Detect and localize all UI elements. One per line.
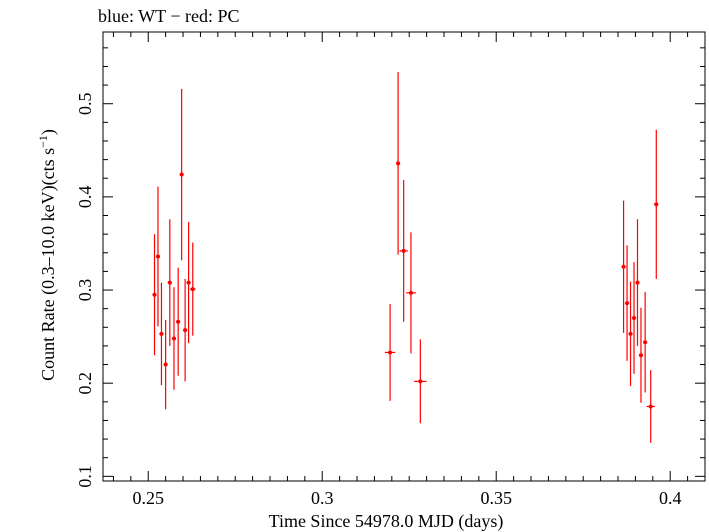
point-marker bbox=[628, 331, 633, 336]
point-marker bbox=[401, 248, 406, 253]
data-point bbox=[654, 129, 659, 279]
x-tick-label: 0.25 bbox=[132, 488, 164, 508]
data-point bbox=[631, 262, 637, 374]
y-tick-label: 0.2 bbox=[75, 372, 95, 395]
data-point bbox=[155, 186, 161, 327]
point-marker bbox=[183, 328, 188, 333]
point-marker bbox=[638, 353, 643, 358]
y-axis-label-superscript: −1 bbox=[36, 135, 50, 148]
data-point bbox=[395, 72, 401, 255]
data-point bbox=[643, 291, 648, 393]
y-tick-label: 0.4 bbox=[75, 186, 95, 209]
data-point bbox=[638, 307, 644, 403]
x-axis-label: Time Since 54978.0 MJD (days) bbox=[269, 511, 504, 532]
point-marker bbox=[190, 287, 195, 292]
data-point bbox=[179, 88, 184, 261]
point-marker bbox=[186, 280, 191, 285]
y-tick-label: 0.1 bbox=[75, 465, 95, 488]
data-point bbox=[406, 232, 416, 354]
data-point bbox=[171, 287, 177, 390]
data-point bbox=[189, 242, 196, 336]
data-point bbox=[186, 222, 191, 344]
point-marker bbox=[396, 161, 401, 166]
point-marker bbox=[171, 336, 176, 341]
data-point bbox=[163, 319, 168, 410]
data-point bbox=[399, 180, 408, 322]
plot-frame bbox=[102, 31, 706, 482]
data-point bbox=[384, 304, 396, 401]
axis-ticks bbox=[103, 32, 706, 481]
point-marker bbox=[388, 350, 393, 355]
y-tick-label: 0.3 bbox=[75, 279, 95, 302]
data-point bbox=[628, 281, 633, 386]
chart-title: blue: WT − red: PC bbox=[98, 6, 239, 26]
data-point bbox=[152, 234, 157, 356]
point-marker bbox=[635, 280, 640, 285]
point-marker bbox=[167, 280, 172, 285]
y-tick-label: 0.5 bbox=[75, 92, 95, 115]
x-tick-label: 0.35 bbox=[480, 488, 512, 508]
data-point bbox=[176, 267, 181, 376]
data-point bbox=[183, 278, 188, 382]
point-marker bbox=[152, 292, 157, 297]
point-marker bbox=[163, 362, 168, 367]
point-marker bbox=[632, 315, 637, 320]
point-marker bbox=[648, 404, 653, 409]
point-marker bbox=[155, 254, 160, 259]
axis-tick-labels: 0.25 0.3 0.35 0.4 0.1 0.2 0.3 0.4 0.5 bbox=[75, 92, 681, 508]
data-point bbox=[635, 219, 640, 346]
point-marker bbox=[159, 331, 164, 336]
point-marker bbox=[643, 340, 648, 345]
data-point bbox=[646, 370, 655, 443]
y-axis-label-main: Count Rate (0.3–10.0 keV)(cts s bbox=[38, 148, 59, 381]
x-tick-label: 0.3 bbox=[311, 488, 334, 508]
x-tick-label: 0.4 bbox=[659, 488, 682, 508]
point-marker bbox=[179, 172, 184, 177]
data-point bbox=[414, 339, 427, 424]
data-point bbox=[621, 200, 626, 333]
data-point bbox=[167, 219, 172, 346]
y-axis-label-close: ) bbox=[38, 129, 59, 135]
data-point bbox=[624, 245, 630, 361]
data-points bbox=[152, 72, 659, 443]
point-marker bbox=[176, 319, 181, 324]
point-marker bbox=[418, 379, 423, 384]
y-axis-label: Count Rate (0.3–10.0 keV)(cts s−1) bbox=[36, 129, 59, 381]
point-marker bbox=[654, 202, 659, 207]
point-marker bbox=[621, 264, 626, 269]
data-point bbox=[159, 282, 164, 386]
point-marker bbox=[625, 301, 630, 306]
point-marker bbox=[408, 290, 413, 295]
